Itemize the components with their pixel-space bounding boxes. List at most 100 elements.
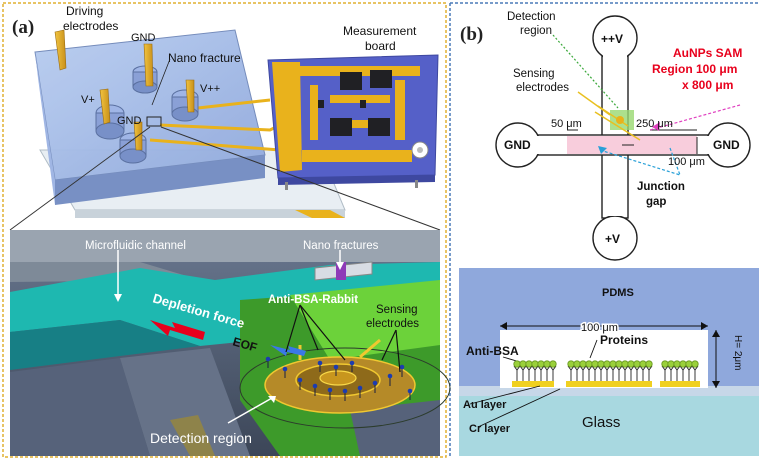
protein-dot xyxy=(685,360,693,368)
antibody-y xyxy=(519,365,527,371)
protein-dot xyxy=(667,360,675,368)
gnd-left-label: GND xyxy=(504,138,531,152)
antibody-y xyxy=(513,365,521,371)
sensing-electrodes-b-2: electrodes xyxy=(516,82,569,94)
protein-dot xyxy=(645,360,653,368)
protein-dot xyxy=(543,360,551,368)
dim-50-label: 50 μm xyxy=(551,118,582,130)
antibody-y xyxy=(525,365,533,371)
protein-dot xyxy=(609,360,617,368)
antibody-y xyxy=(691,365,699,371)
protein-dot xyxy=(585,360,593,368)
dim-100-width-label: 100 μm xyxy=(581,322,618,334)
antibody-y xyxy=(531,365,539,371)
aunps-label-3: x 800 μm xyxy=(682,78,733,92)
detection-region-b-1: Detection xyxy=(507,11,556,23)
protein-dot xyxy=(633,360,641,368)
v-plus-label: V+ xyxy=(81,94,95,106)
height-label: H= 2μm xyxy=(732,335,743,371)
protein-dot xyxy=(597,360,605,368)
eof-label: EOF xyxy=(231,334,259,354)
sensing-electrodes-label-1: Sensing xyxy=(376,304,418,316)
anti-bsa-label: Anti-BSA xyxy=(466,344,519,358)
protein-dot xyxy=(615,360,623,368)
protein-dot xyxy=(691,360,699,368)
cr-layer-label: Cr layer xyxy=(469,423,511,435)
antibody-y xyxy=(645,365,653,371)
antibody-y xyxy=(633,365,641,371)
eof-arrow xyxy=(270,345,306,356)
chip-illustration xyxy=(9,29,441,231)
cross-channel xyxy=(495,15,751,261)
measurement-board-label-2: board xyxy=(365,39,396,53)
gnd-right-label: GND xyxy=(713,138,740,152)
protein-dot xyxy=(639,360,647,368)
antibody-y xyxy=(549,365,557,371)
panel-a-label: (a) xyxy=(12,17,34,38)
sensing-electrodes-b-1: Sensing xyxy=(513,68,555,80)
sensing-electrodes-label-2: electrodes xyxy=(366,318,419,330)
antibody-y xyxy=(567,365,575,371)
protein-dot xyxy=(519,360,527,368)
aunps-label-2: Region 100 μm xyxy=(652,62,737,76)
junction-gap-1: Junction xyxy=(637,181,685,193)
zoom-view xyxy=(10,230,451,456)
driving-electrodes-label-2: electrodes xyxy=(63,19,118,33)
antibody-y xyxy=(591,365,599,371)
p-v-label: +V xyxy=(605,232,620,246)
pdms-label: PDMS xyxy=(602,287,634,299)
dim-100-label: 100 μm xyxy=(668,156,705,168)
antibody-y xyxy=(667,365,675,371)
gnd-bottom-label: GND xyxy=(117,115,142,127)
protein-dot xyxy=(603,360,611,368)
cross-section xyxy=(459,268,759,456)
protein-dot xyxy=(679,360,687,368)
dim-250-label: 250 μm xyxy=(636,118,673,130)
protein-dot xyxy=(537,360,545,368)
antibody-y xyxy=(543,365,551,371)
protein-dot xyxy=(591,360,599,368)
protein-dot xyxy=(567,360,575,368)
panel-b-label: (b) xyxy=(460,24,483,45)
antibody-y xyxy=(679,365,687,371)
protein-dot xyxy=(621,360,629,368)
measurement-board-label-1: Measurement xyxy=(343,24,417,38)
junction-gap-2: gap xyxy=(646,196,666,208)
protein-dot xyxy=(531,360,539,368)
protein-dot xyxy=(525,360,533,368)
au-layer-label: Au layer xyxy=(463,399,507,411)
protein-dot xyxy=(661,360,669,368)
antibody-y xyxy=(579,365,587,371)
protein-dot xyxy=(673,360,681,368)
nano-fracture-leader xyxy=(151,58,171,106)
protein-dot xyxy=(549,360,557,368)
anti-bsa-rabbit-label: Anti-BSA-Rabbit xyxy=(268,294,358,306)
antibody-y xyxy=(573,365,581,371)
aunps-label-1: AuNPs SAM xyxy=(673,46,742,60)
proteins-label: Proteins xyxy=(600,333,648,347)
antibody-y xyxy=(609,365,617,371)
detection-region-label: Detection region xyxy=(150,430,252,446)
gnd-top-label: GND xyxy=(131,32,156,44)
panel-a-frame xyxy=(2,2,447,458)
antibody-y xyxy=(673,365,681,371)
nano-fractures-label: Nano fractures xyxy=(303,240,379,252)
antibody-row xyxy=(513,360,699,381)
antibody-y xyxy=(639,365,647,371)
v-plus-plus-label: V++ xyxy=(200,83,220,95)
antibody-y xyxy=(603,365,611,371)
depletion-force-arrow xyxy=(150,320,205,340)
detection-region-b-2: region xyxy=(520,25,552,37)
protein-dot xyxy=(573,360,581,368)
glass-label: Glass xyxy=(582,414,620,431)
nano-fracture-label: Nano fracture xyxy=(168,51,241,65)
antibody-y xyxy=(615,365,623,371)
protein-dot xyxy=(513,360,521,368)
antibody-y xyxy=(627,365,635,371)
protein-dot xyxy=(627,360,635,368)
pp-v-label: ++V xyxy=(601,32,623,46)
antibody-y xyxy=(585,365,593,371)
microfluidic-channel-label: Microfluidic channel xyxy=(85,240,186,252)
antibody-y xyxy=(661,365,669,371)
